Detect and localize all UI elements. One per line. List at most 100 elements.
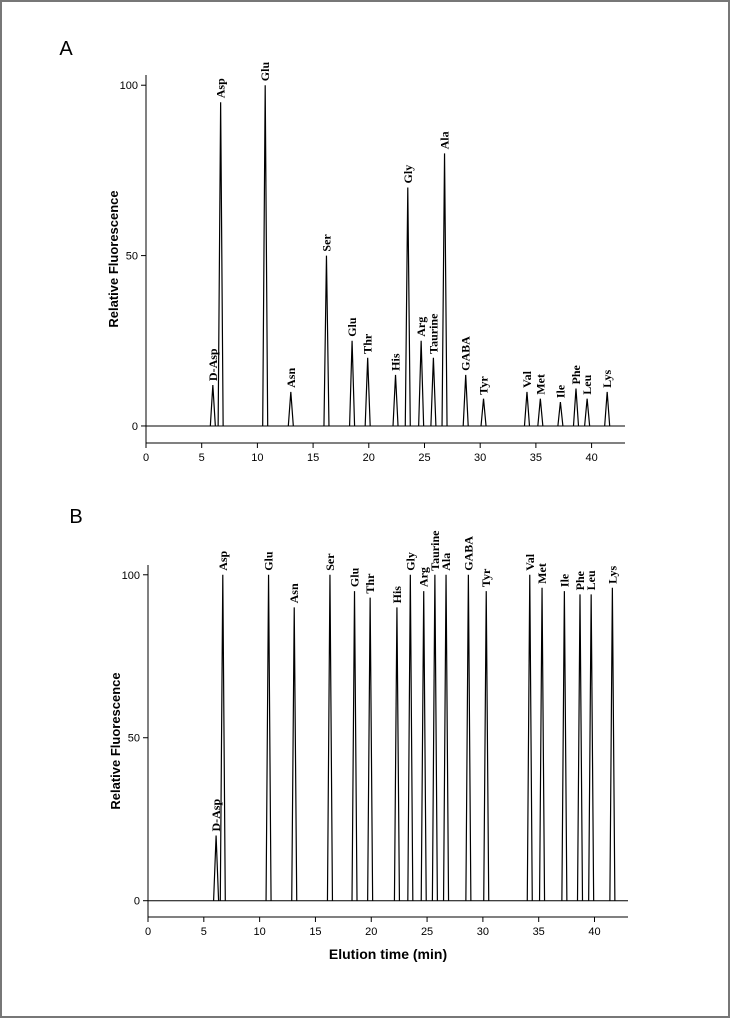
peak-label: Ala <box>438 131 452 149</box>
peak <box>265 574 272 901</box>
peak-label: Tyr <box>479 568 493 587</box>
peak-label: D-Asp <box>206 348 220 381</box>
peak <box>465 574 472 901</box>
peak <box>407 574 414 901</box>
peak <box>404 187 411 426</box>
peak <box>348 340 356 426</box>
y-tick-label: 50 <box>126 251 138 263</box>
peak-label: Glu <box>345 317 359 337</box>
peak <box>604 391 611 427</box>
peak-label: Glu <box>258 62 272 82</box>
panel-label: A <box>59 38 73 60</box>
peak-label: Met <box>533 374 547 395</box>
peak-label: Arg <box>417 567 431 587</box>
peak-label: Gly <box>403 552 417 571</box>
peak-label: Gly <box>401 165 415 184</box>
peak <box>537 398 544 427</box>
peak <box>480 398 487 427</box>
x-tick-label: 0 <box>145 926 151 938</box>
peak <box>418 340 425 426</box>
peak-label: Thr <box>361 333 375 354</box>
peak-label: Thr <box>363 573 377 594</box>
x-tick-label: 20 <box>365 926 377 938</box>
peak-label: GABA <box>459 336 473 371</box>
peak <box>572 388 580 427</box>
peak-label: Ser <box>323 553 337 571</box>
peak-label: Val <box>520 370 534 388</box>
peak <box>326 574 334 901</box>
x-tick-label: 20 <box>363 452 375 464</box>
peak-label: GABA <box>461 536 475 571</box>
peak-label: Val <box>523 553 537 571</box>
x-tick-label: 40 <box>588 926 600 938</box>
x-tick-label: 15 <box>309 926 321 938</box>
peak-label: Taurine <box>426 313 440 354</box>
peak <box>351 591 358 901</box>
x-tick-label: 25 <box>421 926 433 938</box>
peak <box>526 574 533 901</box>
peak-label: Met <box>535 563 549 584</box>
panel-label: B <box>69 506 82 528</box>
peak <box>323 255 330 426</box>
peak-label: Leu <box>584 570 598 590</box>
x-tick-label: 0 <box>143 452 149 464</box>
peak <box>219 574 226 901</box>
peak-label: Tyr <box>477 376 491 395</box>
x-tick-label: 30 <box>474 452 486 464</box>
peak-label: Asp <box>216 550 230 570</box>
peak-label: Lys <box>600 370 614 388</box>
peak-label: Asn <box>287 583 301 603</box>
peak-label: Glu <box>348 567 362 587</box>
peak-label: Asn <box>284 368 298 388</box>
peak <box>523 391 531 427</box>
peak <box>576 594 584 901</box>
peak-label: Lys <box>605 565 619 583</box>
peak <box>588 594 595 901</box>
peak-label: Arg <box>414 317 428 337</box>
y-tick-label: 0 <box>132 421 138 433</box>
peak-label: Glu <box>262 551 276 571</box>
peak-label: His <box>390 586 404 604</box>
peak <box>584 398 591 427</box>
x-tick-label: 35 <box>533 926 545 938</box>
y-axis-label: Relative Fluorescence <box>106 190 121 327</box>
x-tick-label: 35 <box>530 452 542 464</box>
peak <box>393 607 401 901</box>
peak-label: Phe <box>573 570 587 590</box>
peak <box>287 391 294 427</box>
y-tick-label: 0 <box>134 896 140 908</box>
peak-label: Leu <box>580 374 594 394</box>
y-axis-label: Relative Fluorescence <box>108 672 123 809</box>
peak <box>291 607 298 901</box>
x-tick-label: 30 <box>477 926 489 938</box>
x-tick-label: 5 <box>201 926 207 938</box>
peak <box>392 374 399 426</box>
peak-label: Ile <box>557 573 571 587</box>
peak <box>442 574 450 901</box>
peak-label: Ala <box>439 553 453 571</box>
y-tick-label: 100 <box>122 570 140 582</box>
peak <box>364 357 371 426</box>
peak-label: Ile <box>553 384 567 398</box>
peak-label: Taurine <box>428 530 442 571</box>
x-tick-label: 25 <box>418 452 430 464</box>
peak <box>538 587 546 901</box>
peak <box>262 85 269 426</box>
peak <box>420 591 427 901</box>
x-tick-label: 5 <box>199 452 205 464</box>
y-tick-label: 100 <box>120 80 138 92</box>
x-tick-label: 10 <box>251 452 263 464</box>
peak-label: D-Asp <box>209 799 223 832</box>
peak <box>609 587 616 901</box>
x-axis-label: Elution time (min) <box>329 946 447 962</box>
peak-label: Phe <box>569 364 583 384</box>
peak-label: Asp <box>214 78 228 98</box>
x-tick-label: 15 <box>307 452 319 464</box>
peak <box>557 402 564 427</box>
x-tick-label: 40 <box>585 452 597 464</box>
peak <box>209 385 216 426</box>
peak <box>217 102 224 426</box>
peak <box>441 153 448 426</box>
